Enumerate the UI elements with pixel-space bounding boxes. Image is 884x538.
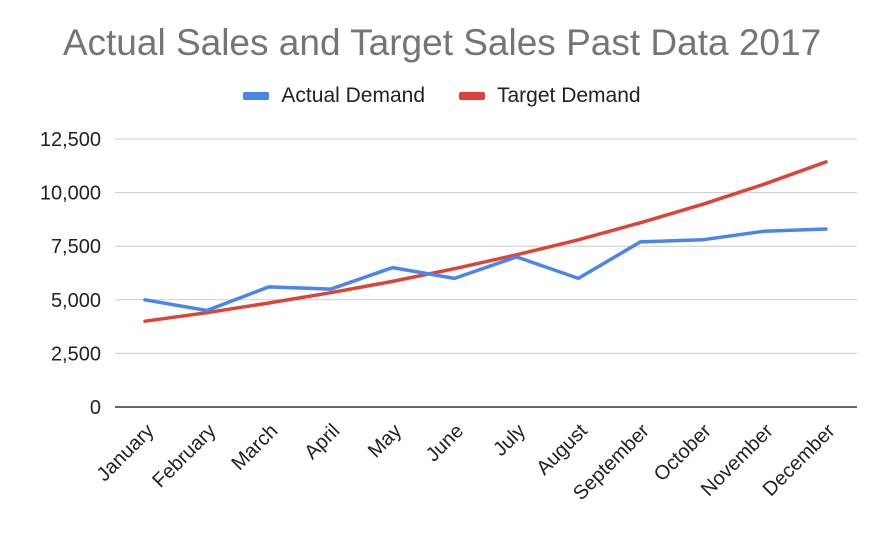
y-tick-label: 10,000: [40, 183, 101, 205]
y-tick-label: 5,000: [51, 290, 101, 312]
x-tick-label: August: [532, 420, 592, 480]
x-tick-label: February: [148, 420, 220, 492]
y-tick-label: 0: [90, 397, 101, 419]
y-tick-label: 12,500: [40, 129, 101, 151]
y-tick-label: 7,500: [51, 236, 101, 258]
series-line-target-demand[interactable]: [143, 160, 828, 323]
x-tick-label: April: [300, 420, 344, 464]
legend-swatch-target: [459, 92, 485, 100]
x-tick-label: June: [422, 420, 468, 466]
chart-title: Actual Sales and Target Sales Past Data …: [62, 22, 822, 63]
legend-label-actual: Actual Demand: [281, 84, 425, 107]
legend-entry-target[interactable]: Target Demand: [459, 84, 641, 108]
y-tick-label: 2,500: [51, 343, 101, 365]
legend-label-target: Target Demand: [497, 84, 641, 107]
x-tick-label: March: [227, 420, 282, 475]
legend-swatch-actual: [243, 92, 270, 100]
legend: Actual Demand Target Demand: [0, 84, 884, 108]
series-line-actual-demand[interactable]: [143, 227, 828, 313]
x-tick-label: May: [364, 420, 406, 462]
x-tick-label: July: [489, 420, 530, 461]
legend-entry-actual[interactable]: Actual Demand: [243, 84, 425, 108]
